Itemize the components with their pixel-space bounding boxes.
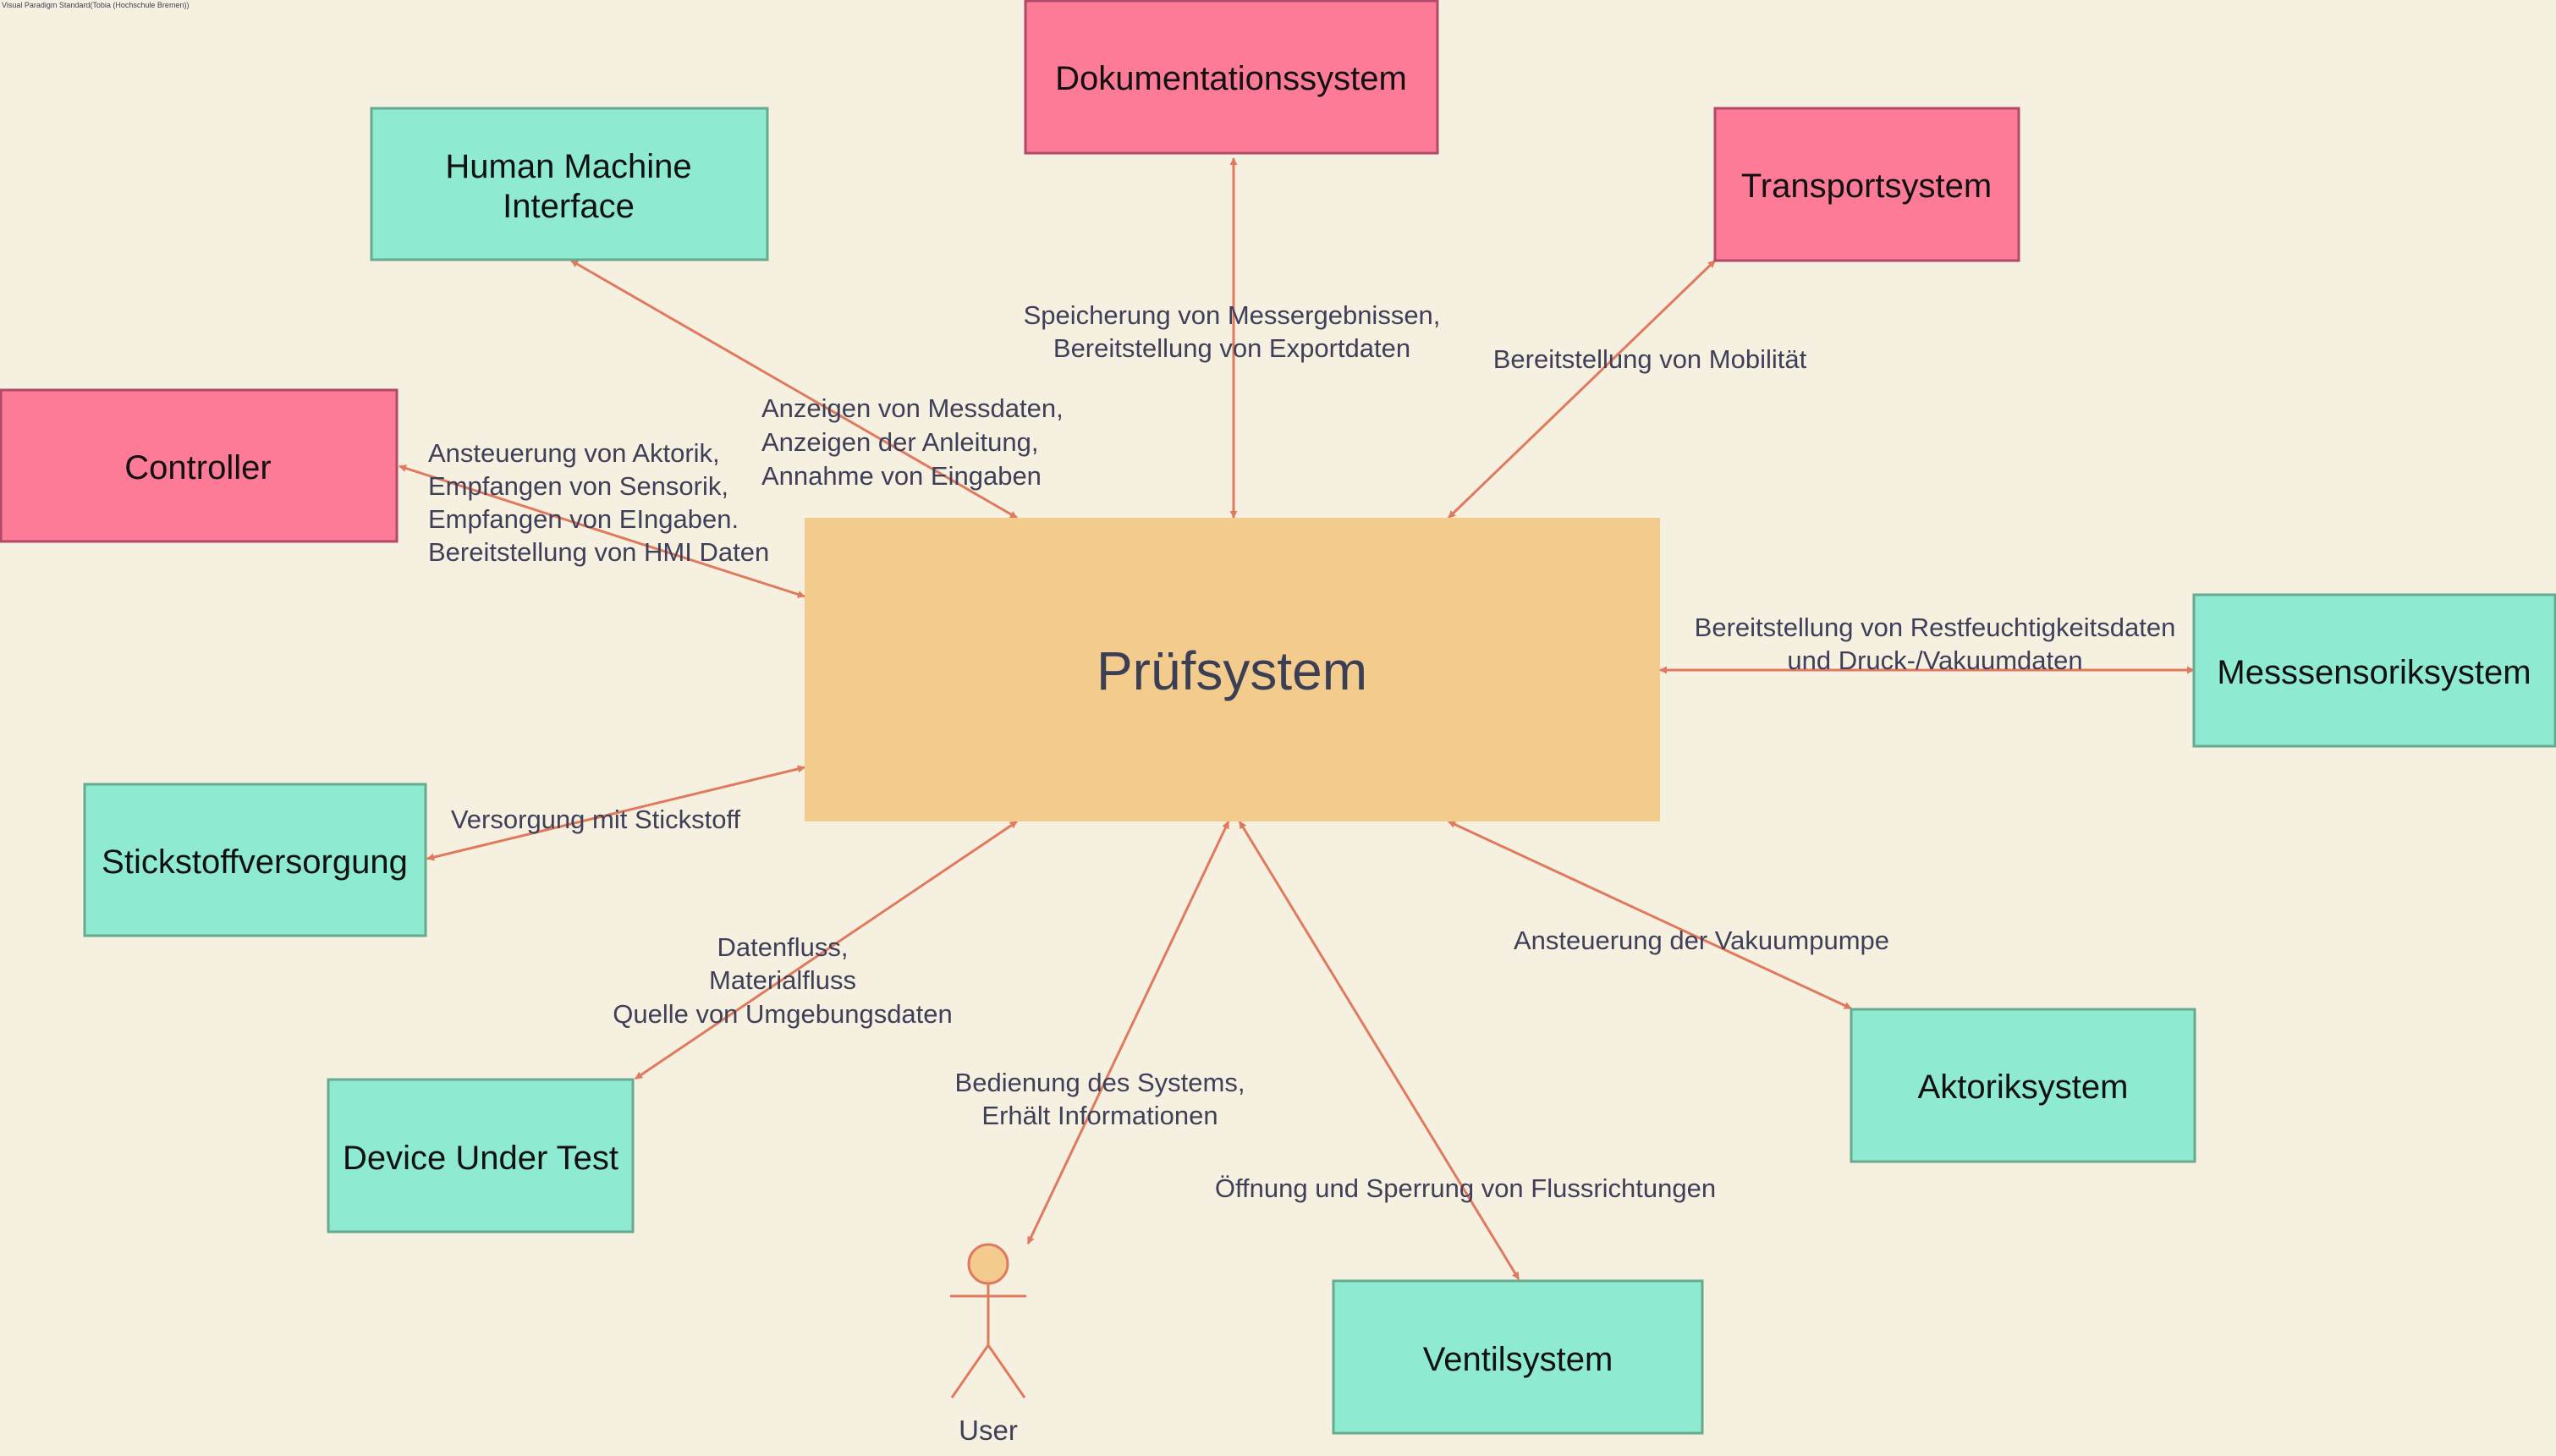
edge-label-line: Öffnung und Sperrung von Flussrichtungen (1215, 1173, 1716, 1203)
edges (399, 157, 2195, 1280)
node-ventilsystem[interactable]: Ventilsystem (1332, 1279, 1704, 1435)
node-label: Device Under Test (343, 1140, 618, 1177)
edge-label-hmi: Anzeigen von Messdaten, Anzeigen der Anl… (761, 393, 1064, 491)
edge-label-line: Quelle von Umgebungsdaten (613, 999, 953, 1029)
node-device-under-test[interactable]: Device Under Test (327, 1078, 635, 1233)
node-aktoriksystem[interactable]: Aktoriksystem (1850, 1008, 2196, 1163)
edge-label-line: Anzeigen von Messdaten, (761, 393, 1064, 423)
edge-labels: Speicherung von Messergebnissen, Bereits… (428, 300, 2175, 1203)
edge-label-line: Datenfluss, (717, 932, 848, 962)
edge-label-device-under-test: Datenfluss, Materialfluss Quelle von Umg… (613, 932, 953, 1029)
edge-label-line: Ansteuerung der Vakuumpumpe (1514, 926, 1889, 955)
node-label: Transportsystem (1741, 168, 1992, 205)
edge-label-messsensoriksystem: Bereitstellung von Restfeuchtigkeitsdate… (1695, 613, 2176, 675)
edge-label-line: Empfangen von Sensorik, (428, 471, 728, 501)
system-box[interactable]: Prüfsystem (805, 518, 1660, 821)
edge-label-transportsystem: Bereitstellung von Mobilität (1493, 344, 1807, 374)
node-label: Stickstoffversorgung (102, 843, 408, 881)
edge-label-line: Bereitstellung von HMI Daten (428, 537, 769, 567)
actor-label: User (959, 1415, 1018, 1446)
edge-label-line: Empfangen von EIngaben. (428, 504, 739, 534)
node-label: Ventilsystem (1423, 1341, 1613, 1378)
edge-label-line: Bereitstellung von Mobilität (1493, 344, 1807, 374)
edge-stickstoffversorgung[interactable] (426, 765, 805, 861)
edge-aktoriksystem[interactable] (1448, 820, 1852, 1010)
edge-label-line: Anzeigen der Anleitung, (761, 427, 1038, 457)
watermark-text: Visual Paradigm Standard(Tobia (Hochschu… (2, 1, 189, 9)
edge-controller[interactable] (399, 464, 805, 598)
edge-label-line: Materialfluss (709, 965, 856, 995)
edge-user[interactable] (1026, 821, 1230, 1244)
edge-label-line: Annahme von Eingaben (761, 461, 1042, 491)
node-transportsystem[interactable]: Transportsystem (1713, 107, 2020, 262)
edge-label-stickstoffversorgung: Versorgung mit Stickstoff (451, 805, 741, 834)
node-messsensoriksystem[interactable]: Messsensoriksystem (2192, 593, 2556, 748)
node-label: Aktoriksystem (1918, 1069, 2129, 1106)
system-label: Prüfsystem (1097, 640, 1367, 701)
edge-transportsystem[interactable] (1447, 259, 1717, 519)
edge-label-line: Speicherung von Messergebnissen, (1024, 300, 1441, 330)
node-controller[interactable]: Controller (0, 388, 399, 543)
node-label-line-2: Interface (503, 188, 635, 225)
node-label: Dokumentationssystem (1055, 60, 1407, 97)
edge-label-aktoriksystem: Ansteuerung der Vakuumpumpe (1514, 926, 1889, 955)
edge-label-line: Erhält Informationen (981, 1101, 1218, 1130)
edge-ventilsystem[interactable] (1238, 821, 1520, 1280)
edge-label-line: Versorgung mit Stickstoff (451, 805, 741, 834)
node-human-machine-interface[interactable]: Human Machine Interface (370, 107, 769, 261)
edge-hmi[interactable] (570, 259, 1018, 519)
node-label-line-1: Human Machine (445, 148, 691, 185)
edge-label-line: Bereitstellung von Exportdaten (1053, 333, 1410, 363)
edge-label-user: Bedienung des Systems, Erhält Informatio… (955, 1068, 1245, 1130)
edge-label-line: Ansteuerung von Aktorik, (428, 438, 720, 468)
node-label: Messsensoriksystem (2217, 654, 2531, 691)
edge-label-dokumentationssystem: Speicherung von Messergebnissen, Bereits… (1024, 300, 1441, 363)
node-dokumentationssystem[interactable]: Dokumentationssystem (1024, 0, 1439, 155)
edge-label-controller: Ansteuerung von Aktorik, Empfangen von S… (428, 438, 769, 567)
actor-user[interactable]: User (950, 1243, 1026, 1446)
edge-label-ventilsystem: Öffnung und Sperrung von Flussrichtungen (1215, 1173, 1716, 1203)
node-stickstoffversorgung[interactable]: Stickstoffversorgung (83, 783, 427, 937)
stick-figure-icon (950, 1243, 1026, 1398)
edge-device-under-test[interactable] (635, 820, 1018, 1080)
node-label: Controller (124, 449, 271, 486)
edge-label-line: Bedienung des Systems, (955, 1068, 1245, 1097)
edge-label-line: Bereitstellung von Restfeuchtigkeitsdate… (1695, 613, 2176, 642)
edge-label-line: und Druck-/Vakuumdaten (1787, 646, 2082, 675)
